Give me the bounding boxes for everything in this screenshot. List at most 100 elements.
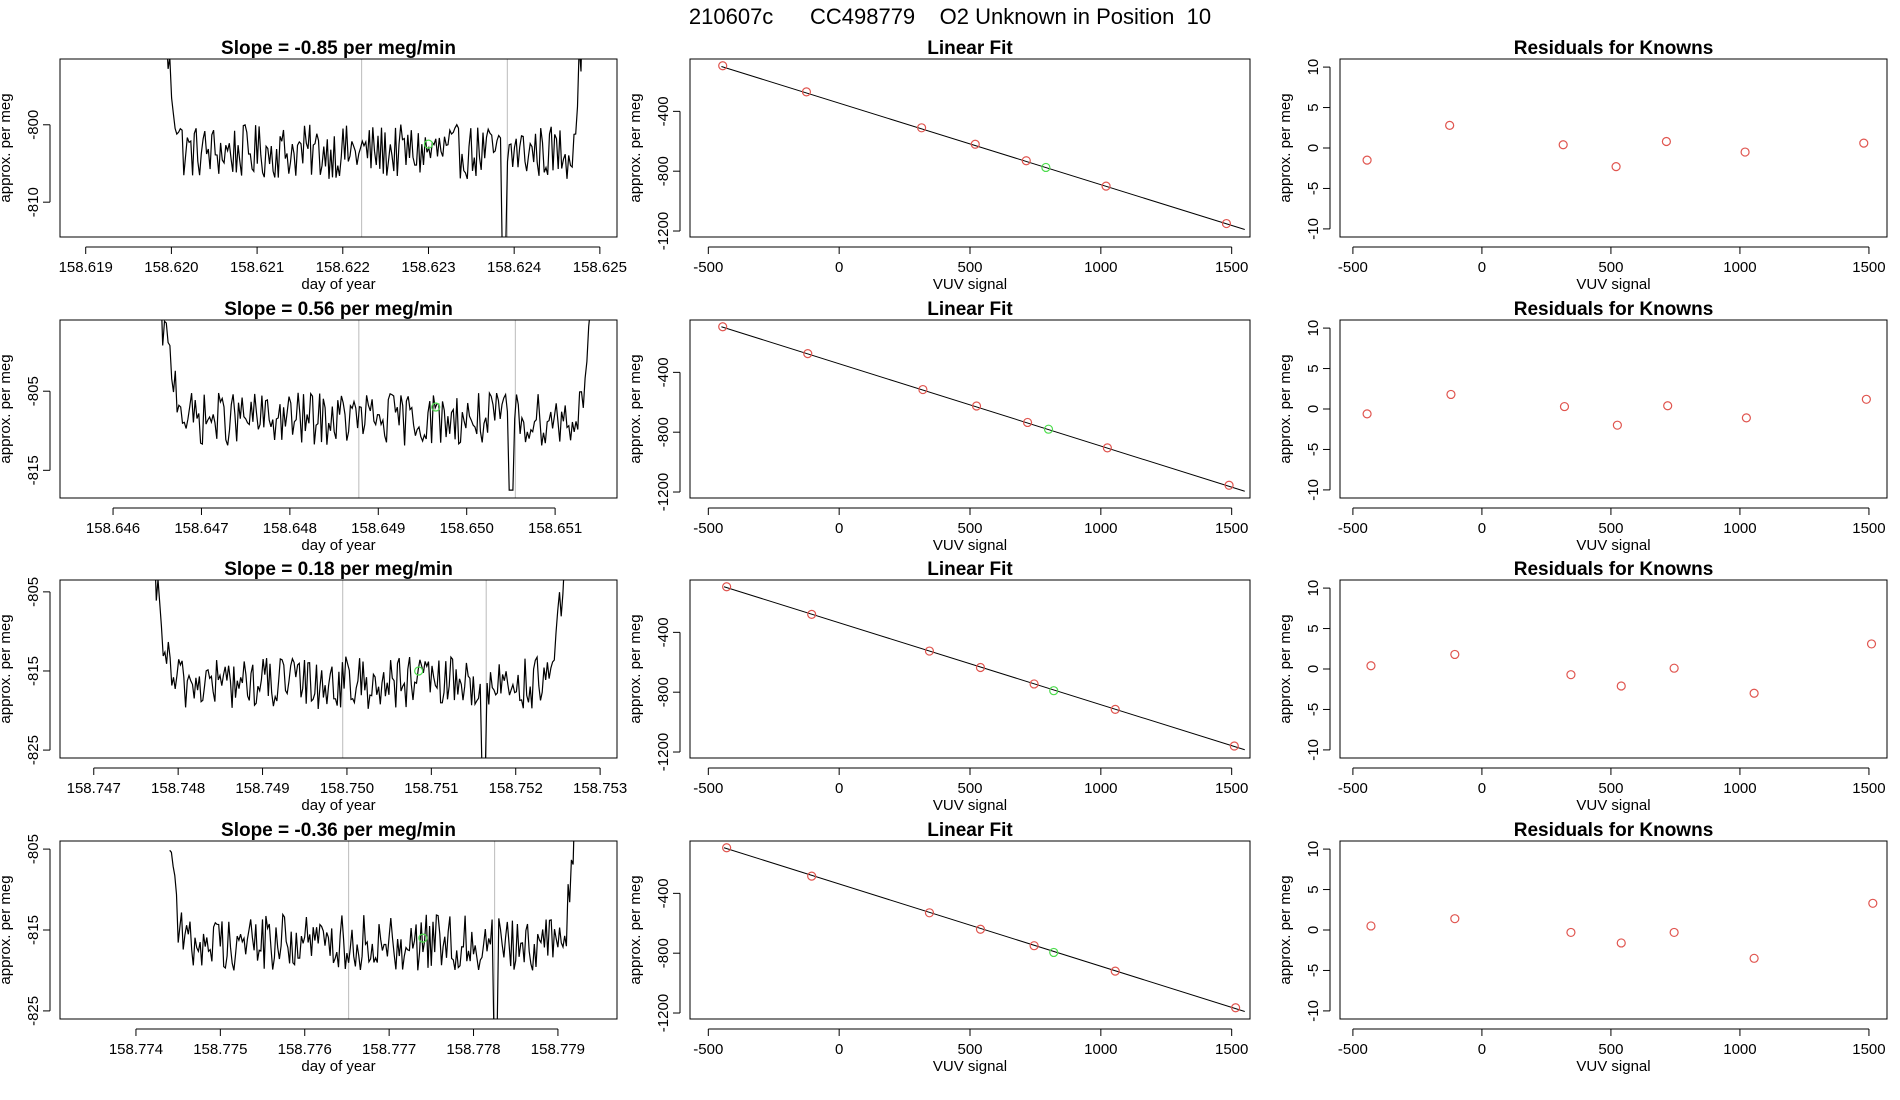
x-tick-label: 158.621 — [230, 259, 284, 276]
time-series-trace — [169, 841, 575, 1019]
x-tick-label: -500 — [1338, 259, 1368, 276]
y-tick-label: 10 — [1305, 841, 1322, 858]
fit-line — [721, 66, 1245, 230]
panel-time-series-row-2: Slope = 0.56 per meg/min 158.646 158.647 15… — [0, 299, 618, 554]
residual-point — [1366, 661, 1376, 671]
plot-area — [1362, 120, 1869, 172]
known-point — [722, 582, 732, 592]
known-point — [807, 609, 817, 620]
residual-point — [1611, 162, 1621, 172]
y-tick-label: -800 — [655, 938, 672, 968]
x-tick-label: -500 — [693, 1041, 723, 1058]
y-tick-label: -10 — [1305, 479, 1322, 501]
y-axis-label: approx. per meg — [1277, 614, 1294, 723]
residual-point — [1868, 898, 1878, 908]
residual-point — [1450, 649, 1460, 660]
x-tick-label: 1000 — [1723, 780, 1756, 797]
residual-point — [1663, 401, 1673, 411]
y-tick-label: -400 — [655, 878, 672, 908]
x-axis-label: VUV signal — [1576, 1058, 1650, 1075]
unknown-point — [423, 139, 434, 149]
x-tick-label: 1000 — [1723, 520, 1756, 537]
panel-title: Slope = 0.18 per meg/min — [224, 559, 453, 580]
residual-point — [1616, 938, 1626, 948]
known-point — [1021, 156, 1031, 166]
y-tick-label: -825 — [25, 996, 42, 1026]
x-axis-label: VUV signal — [933, 276, 1007, 293]
panel-title: Linear Fit — [927, 38, 1013, 59]
unknown-point — [431, 402, 441, 412]
x-tick-label: 158.776 — [278, 1041, 332, 1058]
x-axis-label: VUV signal — [933, 537, 1007, 554]
known-point — [1110, 966, 1120, 976]
plot-frame — [1339, 840, 1888, 1020]
x-tick-label: 1500 — [1852, 1041, 1885, 1058]
panel-title: Slope = -0.36 per meg/min — [221, 820, 456, 841]
x-tick-label: 1000 — [1084, 780, 1117, 797]
unknown-point — [1041, 162, 1051, 173]
known-point — [801, 87, 812, 97]
time-series-trace — [161, 320, 590, 491]
residual-point — [1566, 927, 1576, 938]
x-tick-label: 1000 — [1723, 259, 1756, 276]
panel-linear-fit-row-3: Linear Fit -500 0 500 1000 1500 -400 -800 -1200 V… — [627, 559, 1251, 814]
y-tick-label: -815 — [25, 455, 42, 485]
x-tick-label: 158.648 — [263, 520, 317, 537]
y-axis-label: approx. per meg — [0, 875, 14, 984]
x-tick-label: 0 — [835, 520, 843, 537]
panel-time-series-row-1: Slope = -0.85 per meg/min 158.619 158.620 1… — [0, 38, 627, 293]
known-point — [918, 384, 928, 395]
time-series-trace — [155, 580, 565, 758]
unknown-point — [1043, 424, 1054, 434]
x-tick-label: 500 — [957, 1041, 982, 1058]
known-point — [975, 924, 986, 934]
residual-point — [1741, 413, 1751, 423]
plot-area — [722, 582, 1245, 751]
y-axis-label: approx. per meg — [0, 354, 14, 463]
known-point — [1029, 941, 1039, 951]
plot-frame — [59, 319, 618, 499]
figure-title: 210607c CC498779 O2 Unknown in Position … — [688, 4, 1212, 29]
plot-area — [1366, 898, 1878, 963]
x-tick-label: 0 — [1478, 520, 1486, 537]
panel-linear-fit-row-1: Linear Fit -500 0 500 1000 1500 -400 -800 -1200 V… — [627, 38, 1251, 293]
panel-linear-fit-row-2: Linear Fit -500 0 500 1000 1500 -400 -800 -1200 V… — [627, 299, 1251, 554]
residual-point — [1859, 138, 1869, 148]
time-series-trace — [167, 59, 582, 237]
x-tick-label: 0 — [1478, 259, 1486, 276]
panel-title: Residuals for Knowns — [1514, 820, 1714, 841]
x-tick-label: -500 — [693, 520, 723, 537]
x-tick-label: 1000 — [1084, 1041, 1117, 1058]
x-tick-label: 158.749 — [235, 780, 289, 797]
x-tick-label: 500 — [1598, 780, 1623, 797]
x-tick-label: 500 — [1598, 520, 1623, 537]
y-axis-label: approx. per meg — [0, 93, 14, 202]
y-tick-label: -5 — [1305, 443, 1322, 456]
known-point — [1101, 181, 1111, 191]
plot-area — [718, 61, 1245, 230]
y-axis-label: approx. per meg — [627, 354, 644, 463]
plot-area — [167, 59, 582, 237]
known-point — [1229, 741, 1239, 751]
plot-frame — [689, 319, 1251, 499]
known-point — [718, 61, 728, 71]
plot-area — [722, 843, 1245, 1013]
unknown-point — [414, 666, 424, 676]
fit-line — [721, 326, 1245, 492]
x-tick-label: 1500 — [1215, 780, 1248, 797]
panel-title: Linear Fit — [927, 559, 1013, 580]
residual-point — [1558, 140, 1568, 150]
panel-title: Residuals for Knowns — [1514, 559, 1714, 580]
y-tick-label: 10 — [1305, 320, 1322, 337]
plot-area — [155, 580, 565, 758]
residual-point — [1669, 663, 1679, 673]
known-point — [807, 871, 817, 881]
x-tick-label: 1000 — [1084, 520, 1117, 537]
unknown-point — [1049, 947, 1059, 958]
y-tick-label: 10 — [1305, 59, 1322, 76]
y-tick-label: -825 — [25, 735, 42, 765]
x-tick-label: 1000 — [1084, 259, 1117, 276]
x-tick-label: 0 — [1478, 780, 1486, 797]
x-axis-label: VUV signal — [1576, 276, 1650, 293]
